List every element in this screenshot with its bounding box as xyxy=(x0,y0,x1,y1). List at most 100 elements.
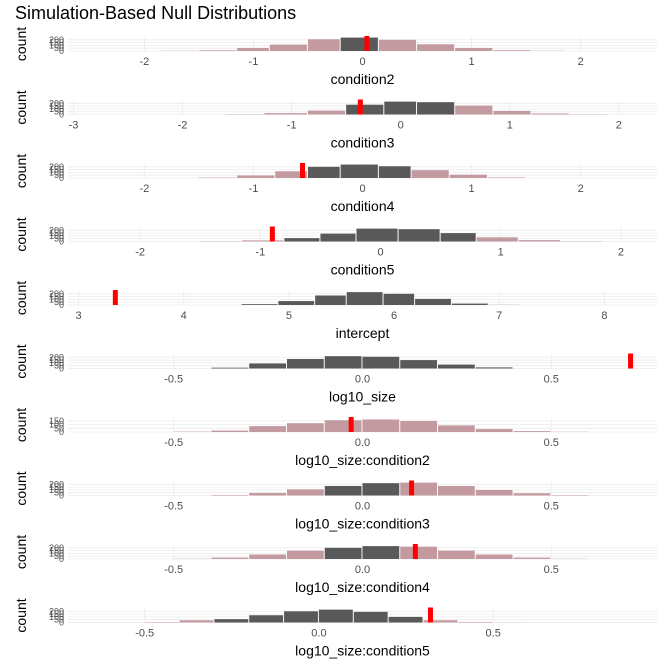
histogram-bar xyxy=(315,295,346,305)
y-tick-label: 150 xyxy=(49,38,64,48)
histogram-bar xyxy=(449,174,487,178)
observed-statistic-marker xyxy=(348,417,354,432)
y-tick-label: 0 xyxy=(59,110,64,120)
y-tick-label: 150 xyxy=(49,228,64,238)
x-tick-label: -0.5 xyxy=(164,374,183,386)
y-tick-label: 150 xyxy=(49,482,64,492)
y-tick-label: 50 xyxy=(54,170,64,180)
histogram-bar xyxy=(324,485,362,496)
y-tick-label: 100 xyxy=(49,485,64,495)
histogram-bar xyxy=(242,240,284,242)
histogram-bar xyxy=(286,423,324,432)
y-tick-label: 200 xyxy=(49,162,64,172)
x-tick-label: -0.5 xyxy=(164,501,183,513)
y-tick-label: 200 xyxy=(49,352,64,362)
y-tick-label: 0 xyxy=(59,618,64,628)
histogram-bar xyxy=(518,240,560,242)
y-axis-title: count xyxy=(13,408,29,442)
y-tick-label: 150 xyxy=(49,101,64,111)
y-tick-label: 150 xyxy=(49,609,64,619)
y-tick-label: 200 xyxy=(49,606,64,616)
histogram-bar xyxy=(400,420,438,432)
y-axis-title: count xyxy=(13,598,29,632)
y-tick-label: 150 xyxy=(49,546,64,556)
y-tick-label: 100 xyxy=(49,548,64,558)
histogram-bar xyxy=(475,429,513,432)
y-tick-label: 100 xyxy=(49,358,64,368)
y-tick-label: 0 xyxy=(59,237,64,247)
y-tick-label: 200 xyxy=(49,98,64,108)
histogram-bar xyxy=(307,110,346,115)
histogram-bar xyxy=(493,50,531,51)
x-tick-label: 2 xyxy=(578,183,584,195)
histogram-bar xyxy=(362,419,400,432)
x-tick-label: 0.0 xyxy=(355,564,370,576)
histogram-bar xyxy=(458,621,493,623)
y-tick-label: 100 xyxy=(49,420,64,430)
x-tick-label: 2 xyxy=(618,247,624,259)
histogram-bar xyxy=(237,175,275,178)
x-tick-label: 0.5 xyxy=(544,437,559,449)
y-tick-label: 200 xyxy=(49,479,64,489)
histogram-bar xyxy=(286,550,324,559)
histogram-bar xyxy=(438,485,475,496)
histogram-bar xyxy=(324,420,362,432)
histogram-bar xyxy=(417,44,455,51)
y-tick-label: 150 xyxy=(49,416,64,426)
histogram-bar xyxy=(249,492,286,496)
x-tick-label: -1 xyxy=(249,56,259,68)
x-tick-label: 0 xyxy=(377,247,383,259)
y-tick-label: 0 xyxy=(59,554,64,564)
histogram-bar xyxy=(284,238,320,242)
histogram-bar xyxy=(487,177,526,178)
y-tick-label: 50 xyxy=(54,43,64,53)
histogram-bar xyxy=(346,292,383,305)
histogram-bar xyxy=(346,104,384,115)
x-tick-label: -2 xyxy=(139,183,149,195)
x-axis-title: condition5 xyxy=(331,262,395,278)
histogram-bar xyxy=(362,483,400,496)
histogram-bar xyxy=(400,360,438,369)
x-tick-label: 2 xyxy=(616,120,622,132)
histogram-bar xyxy=(353,611,388,623)
histogram-bar xyxy=(440,233,476,242)
histogram-bar xyxy=(198,50,237,51)
histogram-bar xyxy=(400,546,438,559)
x-axis-title: log10_size xyxy=(329,389,396,405)
x-tick-label: 0 xyxy=(359,183,365,195)
histogram-bar xyxy=(340,164,378,178)
y-tick-label: 100 xyxy=(49,167,64,177)
y-axis-title: count xyxy=(13,471,29,505)
histogram-bar xyxy=(475,367,513,369)
y-tick-label: 150 xyxy=(49,165,64,175)
x-axis-title: log10_size:condition2 xyxy=(295,452,430,468)
observed-statistic-marker xyxy=(269,226,275,242)
x-tick-label: -1 xyxy=(249,183,259,195)
histogram-bar xyxy=(211,367,249,369)
x-tick-label: -2 xyxy=(178,120,188,132)
y-tick-label: 0 xyxy=(59,364,64,374)
x-tick-label: -0.5 xyxy=(135,628,154,640)
observed-statistic-marker xyxy=(409,480,415,496)
histogram-bar xyxy=(249,615,284,623)
y-tick-label: 50 xyxy=(54,234,64,244)
x-tick-label: 0.0 xyxy=(355,374,370,386)
histogram-bar xyxy=(398,229,440,242)
observed-statistic-marker xyxy=(628,353,634,369)
histogram-bar xyxy=(415,298,451,305)
observed-statistic-marker xyxy=(427,607,433,623)
histogram-bar xyxy=(423,620,458,623)
histogram-bar xyxy=(340,37,378,51)
y-tick-label: 50 xyxy=(54,551,64,561)
y-axis-title: count xyxy=(13,217,29,251)
histogram-bar xyxy=(383,293,415,305)
histogram-bar xyxy=(324,356,362,369)
y-tick-label: 50 xyxy=(54,297,64,307)
histogram-bar xyxy=(241,304,278,305)
x-axis-title: intercept xyxy=(336,325,390,341)
observed-statistic-marker xyxy=(357,99,363,115)
y-tick-label: 200 xyxy=(49,543,64,553)
x-tick-label: 0.0 xyxy=(311,628,326,640)
histogram-bar xyxy=(388,616,423,623)
histogram-bar xyxy=(455,105,493,115)
